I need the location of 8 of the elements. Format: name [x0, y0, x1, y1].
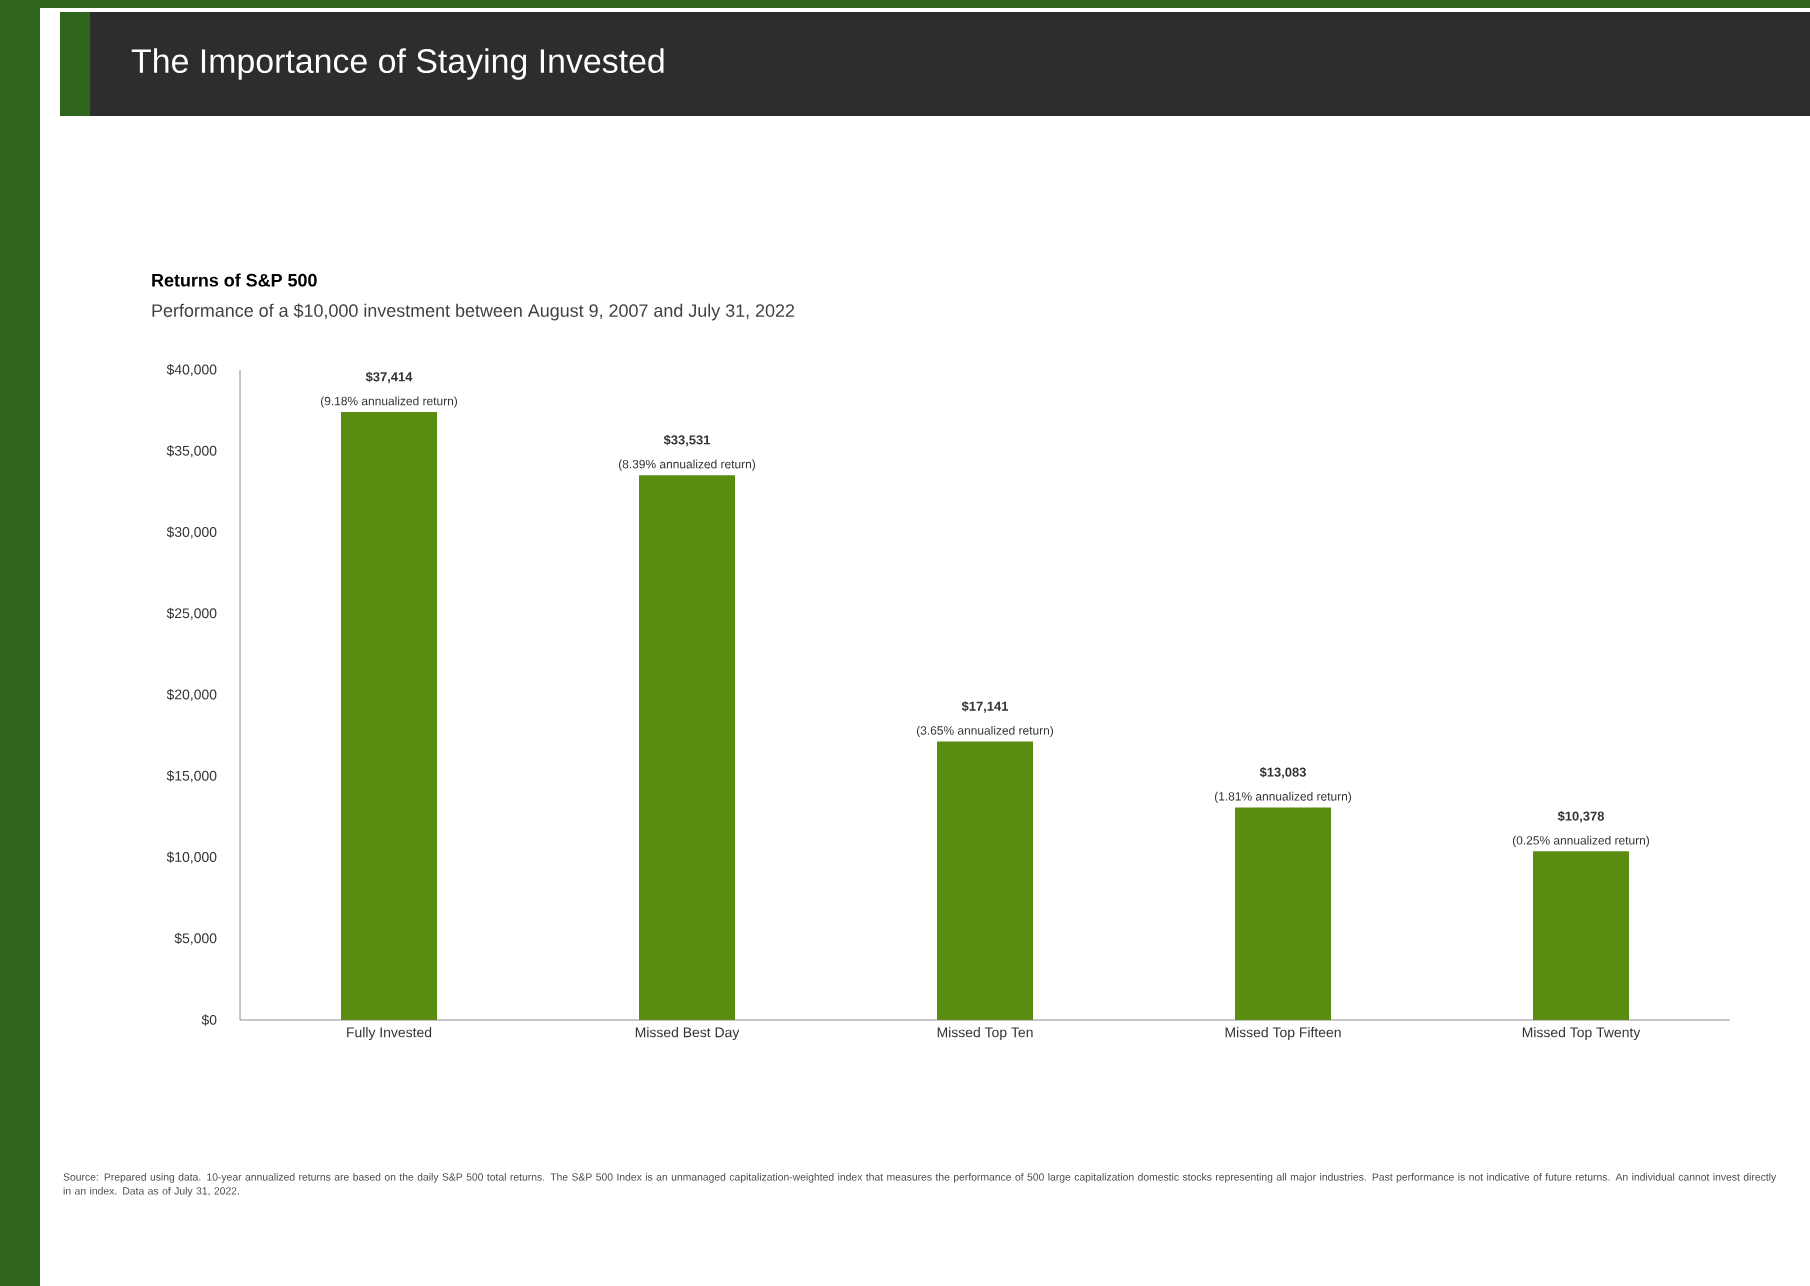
bar	[1533, 851, 1630, 1020]
bar	[1235, 807, 1332, 1020]
bar	[341, 412, 438, 1020]
chart-title: The Importance of Staying Invested	[131, 48, 664, 80]
chart-subtitle: Returns of S&P 500	[152, 273, 317, 287]
text: Performance of a $10,000 investment between August 9, 2007 and July 31, 2022	[152, 303, 795, 321]
bar	[937, 741, 1034, 1020]
bar	[639, 475, 736, 1020]
